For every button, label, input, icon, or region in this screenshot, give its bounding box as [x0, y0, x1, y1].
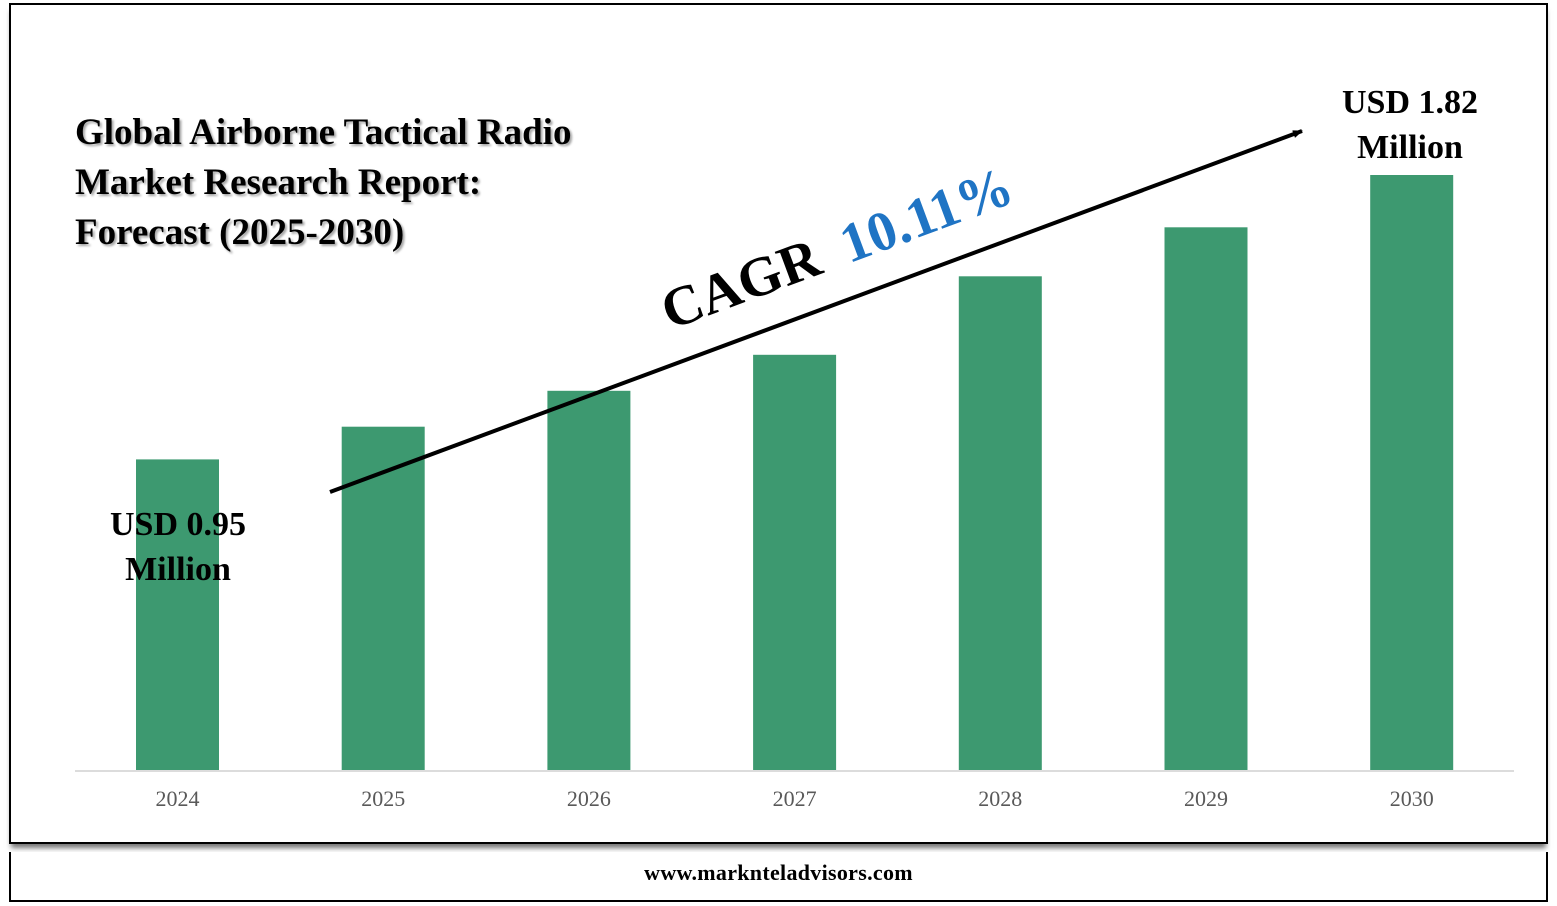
- end-label-line-2: Million: [1357, 129, 1463, 166]
- chart-title: Global Airborne Tactical Radio Market Re…: [75, 108, 695, 258]
- cagr-arrow: [329, 129, 1303, 494]
- title-line-1: Global Airborne Tactical Radio: [75, 112, 572, 153]
- bars-group: [136, 175, 1454, 771]
- footer-url[interactable]: www.marknteladvisors.com: [644, 860, 913, 885]
- end-label-line-1: USD 1.82: [1342, 84, 1478, 121]
- cagr-value: 10.11%: [832, 155, 1021, 275]
- x-tick-labels: 2024 2025 2026 2027 2028 2029 2030: [156, 786, 1434, 811]
- x-tick-label-2026: 2026: [567, 786, 611, 811]
- title-line-3: Forecast (2025-2030): [75, 212, 405, 253]
- x-tick-label-2025: 2025: [361, 786, 405, 811]
- bar-2028: [958, 276, 1042, 770]
- x-tick-label-2024: 2024: [156, 786, 200, 811]
- cagr-label: CAGR: [653, 226, 830, 342]
- start-label-line-2: Million: [125, 551, 231, 588]
- x-tick-label-2029: 2029: [1184, 786, 1228, 811]
- bar-2026: [547, 390, 631, 770]
- bar-2029: [1164, 227, 1248, 771]
- bar-2027: [753, 354, 837, 770]
- start-label-line-1: USD 0.95: [110, 506, 246, 543]
- footer-box: [9, 852, 1548, 902]
- bar-2030: [1370, 175, 1454, 770]
- x-tick-label-2030: 2030: [1390, 786, 1434, 811]
- end-value-label: USD 1.82 Million: [1342, 84, 1478, 166]
- start-value-label: USD 0.95 Million: [110, 506, 246, 588]
- x-tick-label-2028: 2028: [978, 786, 1022, 811]
- bar-2025: [341, 426, 425, 770]
- x-tick-label-2027: 2027: [773, 786, 817, 811]
- title-line-2: Market Research Report:: [75, 162, 482, 203]
- bar-2024: [136, 459, 219, 770]
